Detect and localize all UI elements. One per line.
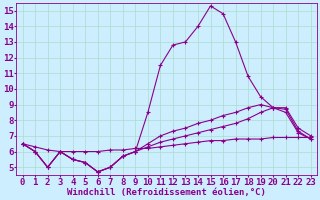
X-axis label: Windchill (Refroidissement éolien,°C): Windchill (Refroidissement éolien,°C) bbox=[67, 188, 266, 197]
